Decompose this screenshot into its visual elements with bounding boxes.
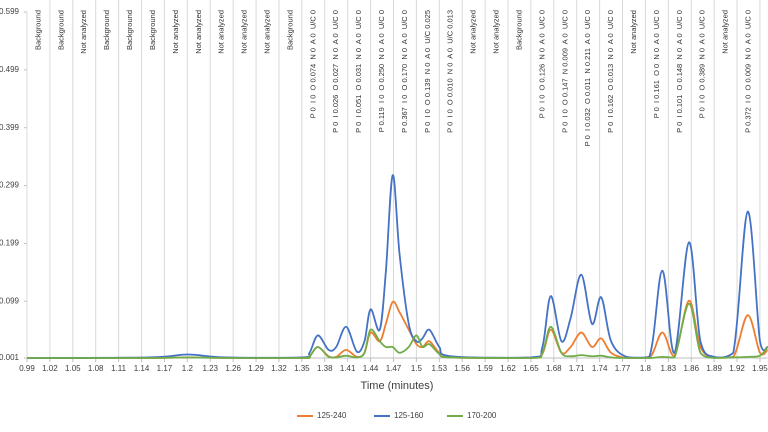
legend-label: 170-200 xyxy=(467,411,497,420)
peak-annotation: Background xyxy=(125,10,134,50)
x-tick-label: 1.32 xyxy=(271,364,287,373)
peak-annotation: Not analyzed xyxy=(469,10,478,54)
peak-annotation: Background xyxy=(148,10,157,50)
x-tick-label: 1.74 xyxy=(592,364,608,373)
series-line xyxy=(27,302,768,359)
peak-annotation: P 0 I 0 O 0.147 N 0.009 A 0 U/C 0 xyxy=(560,10,569,133)
peak-annotation: Not analyzed xyxy=(171,10,180,54)
x-tick-label: 1.26 xyxy=(225,364,241,373)
peak-annotation: P 0 I 0.026 O 0.027 N 0 A 0 U/C 0 xyxy=(331,10,340,133)
peak-annotation: Background xyxy=(285,10,294,50)
x-axis-title: Time (minutes) xyxy=(361,380,434,392)
x-tick-label: 1.17 xyxy=(157,364,173,373)
peak-annotation: Not analyzed xyxy=(262,10,271,54)
legend-label: 125-160 xyxy=(394,411,424,420)
legend-label: 125-240 xyxy=(317,411,347,420)
x-tick-label: 1.83 xyxy=(661,364,677,373)
peak-annotation: P 0.367 I 0 O 0.170 N 0 A 0 U/C 0 xyxy=(400,10,409,133)
peak-annotation: P 0.372 I 0 O 0.009 N 0 A 0 U/C 0 xyxy=(743,10,752,133)
x-tick-label: 1.56 xyxy=(454,364,470,373)
x-tick-label: 1.02 xyxy=(42,364,58,373)
y-tick-label: 0.299 xyxy=(0,181,20,190)
x-tick-label: 1.44 xyxy=(363,364,379,373)
peak-annotation: Not analyzed xyxy=(79,10,88,54)
y-tick-label: 0.499 xyxy=(0,65,20,74)
peak-annotation: Not analyzed xyxy=(629,10,638,54)
x-tick-label: 1.62 xyxy=(500,364,516,373)
series-line xyxy=(26,174,768,359)
x-tick-label: 1.59 xyxy=(477,364,493,373)
x-tick-label: 1.77 xyxy=(615,364,631,373)
peak-annotation: P 0 I 0.032 O 0.011 N 0.211 A 0 U/C 0 xyxy=(583,10,592,146)
x-tick-label: 1.35 xyxy=(294,364,310,373)
peak-annotation: P 0 I 0.162 O 0.013 N 0 A 0 U/C 0 xyxy=(606,10,615,133)
y-tick-label: 0.199 xyxy=(0,239,20,248)
peak-annotation: Background xyxy=(33,10,42,50)
peak-annotation: Not analyzed xyxy=(217,10,226,54)
x-tick-label: 1.89 xyxy=(706,364,722,373)
x-tick-label: 1.41 xyxy=(340,364,356,373)
peak-annotation: P 0 I 0 O 0.389 N 0 A 0 U/C 0 xyxy=(698,10,707,118)
peak-annotation: P 0 I 0 O 0.010 N 0 A 0 U/C 0.013 xyxy=(446,10,455,133)
peak-annotation: Not analyzed xyxy=(240,10,249,54)
x-tick-label: 1.92 xyxy=(729,364,745,373)
x-tick-label: 1.47 xyxy=(386,364,402,373)
peak-annotation: Background xyxy=(102,10,111,50)
x-tick-label: 1.11 xyxy=(111,364,127,373)
peak-annotation: Not analyzed xyxy=(492,10,501,54)
peak-annotation: Background xyxy=(56,10,65,50)
x-tick-label: 1.2 xyxy=(182,364,194,373)
x-tick-label: 1.08 xyxy=(88,364,104,373)
peak-annotation: P 0.119 I 0 O 0.250 N 0 A 0 U/C 0 xyxy=(377,10,386,132)
peak-annotation: P 0 I 0.161 O 0 N 0 A 0 U/C 0 xyxy=(652,10,661,118)
x-tick-label: 1.65 xyxy=(523,364,539,373)
peak-annotation: Background xyxy=(514,10,523,50)
y-tick-label: 0.001 xyxy=(0,353,20,362)
x-tick-label: 0.99 xyxy=(19,364,35,373)
x-tick-label: 1.05 xyxy=(65,364,81,373)
peak-annotation: Not analyzed xyxy=(721,10,730,54)
x-tick-label: 1.95 xyxy=(752,364,768,373)
y-tick-label: 0.399 xyxy=(0,123,20,132)
peak-annotation: P 0 I 0 O 0.126 N 0 A 0 U/C 0 xyxy=(537,10,546,118)
peak-annotation: Not analyzed xyxy=(194,10,203,54)
peak-annotation: P 0 I 0.101 O 0.148 N 0 A 0 U/C 0 xyxy=(675,10,684,133)
x-tick-label: 1.71 xyxy=(569,364,585,373)
peak-annotation: P 0 I 0.051 O 0.031 N 0 A 0 U/C 0 xyxy=(354,10,363,133)
x-tick-label: 1.38 xyxy=(317,364,333,373)
x-tick-label: 1.8 xyxy=(640,364,652,373)
x-tick-label: 1.5 xyxy=(411,364,423,373)
x-tick-label: 1.29 xyxy=(248,364,264,373)
y-tick-label: 0.099 xyxy=(0,296,20,305)
x-tick-label: 1.86 xyxy=(683,364,699,373)
x-tick-label: 1.53 xyxy=(432,364,448,373)
peak-annotation: P 0 I 0 O 0.139 N 0 A 0 U/C 0.025 xyxy=(423,10,432,133)
x-tick-label: 1.14 xyxy=(134,364,150,373)
x-tick-label: 1.68 xyxy=(546,364,562,373)
y-tick-label: 0.599 xyxy=(0,7,20,16)
peak-annotation: P 0 I 0 O 0.074 N 0 A 0 U/C 0 xyxy=(308,10,317,118)
x-tick-label: 1.23 xyxy=(202,364,218,373)
